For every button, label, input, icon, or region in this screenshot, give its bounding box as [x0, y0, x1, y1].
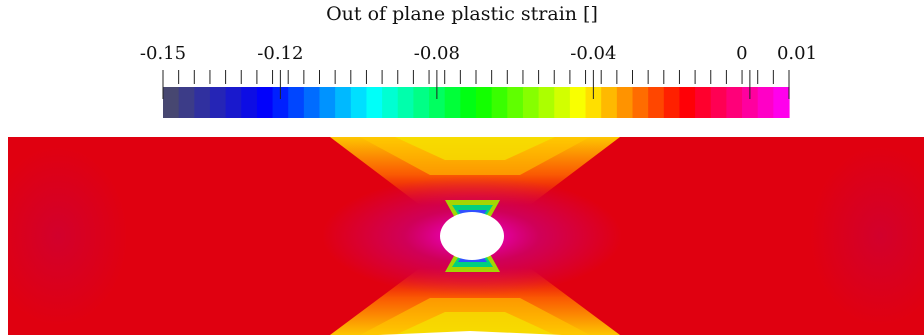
colorbar-band	[319, 87, 336, 118]
central-hole	[440, 212, 504, 260]
colorbar-band	[163, 87, 180, 118]
colorbar-band	[194, 87, 211, 118]
colorbar-ticks	[162, 70, 790, 99]
colorbar-band	[663, 87, 681, 118]
colorbar-band	[413, 87, 430, 118]
colorbar-band	[491, 87, 508, 118]
colorbar-band	[288, 87, 305, 118]
colorbar-tick-label: 0.01	[776, 43, 818, 64]
colorbar-band	[178, 87, 195, 118]
colorbar-band	[585, 87, 602, 118]
colorbar-band	[695, 87, 712, 118]
colorbar-band	[569, 87, 587, 118]
colorbar-band	[209, 87, 227, 118]
colorbar-band	[444, 87, 461, 118]
colorbar-tick-label: -0.04	[570, 43, 617, 64]
colorbar-band	[476, 87, 493, 118]
colorbar-band	[679, 87, 696, 118]
colorbar-band	[726, 87, 743, 118]
colorbar-band	[350, 87, 368, 118]
colorbar-band	[382, 87, 399, 118]
colorbar-band	[554, 87, 571, 118]
colorbar-band	[601, 87, 618, 118]
colorbar-tick-label: -0.12	[257, 43, 304, 64]
colorbar-band	[522, 87, 540, 118]
colorbar-band	[632, 87, 649, 118]
colorbar-tick-label: 0	[736, 43, 748, 64]
colorbar-band	[742, 87, 759, 118]
colorbar-band	[256, 87, 274, 118]
colorbar-band	[303, 87, 321, 118]
colorbar-band	[538, 87, 555, 118]
colorbar-band	[366, 87, 383, 118]
colorbar-band	[507, 87, 524, 118]
strain-field	[8, 137, 924, 335]
colorbar-band	[616, 87, 634, 118]
colorbar-band	[648, 87, 665, 118]
right-end-shade	[810, 146, 924, 326]
colorbar-band	[773, 87, 790, 118]
colorbar-tick-label: -0.15	[139, 43, 187, 64]
colorbar-band	[710, 87, 727, 118]
colorbar-tick-label: -0.08	[413, 43, 460, 64]
colorbar-band	[335, 87, 352, 118]
colorbar-band	[757, 87, 774, 118]
colorbar-band	[460, 87, 477, 118]
colorbar-title: Out of plane plastic strain []	[326, 3, 598, 25]
colorbar	[162, 70, 790, 118]
colorbar-band	[225, 87, 242, 118]
colorbar-band	[272, 87, 289, 118]
colorbar-band	[397, 87, 414, 118]
colorbar-band	[241, 87, 258, 118]
colorbar-band	[429, 87, 446, 118]
colorbar-gradient	[163, 87, 790, 118]
left-end-shade	[8, 146, 128, 326]
